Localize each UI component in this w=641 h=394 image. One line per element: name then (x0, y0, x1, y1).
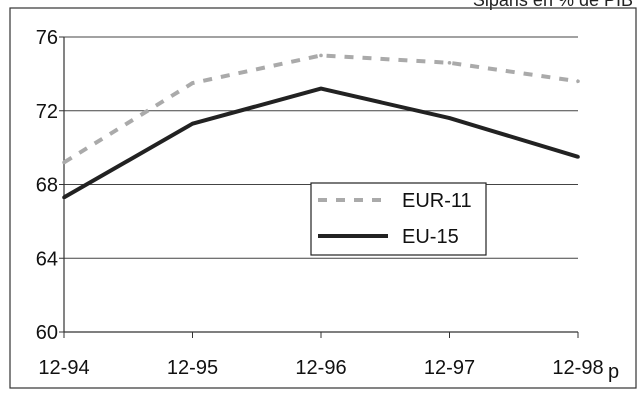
y-tick-label-60: 60 (36, 322, 58, 344)
legend-box (310, 182, 487, 256)
legend: EUR-11 EU-15 (310, 182, 487, 256)
x-tick-label-12-97: 12-97 (424, 357, 475, 379)
chart-frame (9, 7, 637, 389)
data-point-eu-15-12-98 (576, 155, 580, 159)
y-tick-label-72: 72 (36, 101, 58, 123)
data-point-eu-15-12-95 (190, 121, 195, 126)
legend-label-eur-11: EUR-11 (402, 190, 472, 212)
data-point-eur-11-12-96 (319, 53, 323, 58)
y-tick-label-68: 68 (36, 175, 58, 197)
x-tick-label-12-98: 12-98 (552, 357, 603, 379)
legend-label-eu-15: EU-15 (402, 226, 459, 248)
data-point-eur-11-12-97 (447, 61, 452, 65)
series-lines (62, 53, 580, 200)
data-point-eu-15-12-96 (319, 86, 323, 91)
x-tick-label-12-95: 12-95 (167, 357, 218, 379)
x-tick-label-12-94: 12-94 (38, 357, 89, 379)
chart-caption: Siparis en % de PIB (472, 0, 633, 10)
y-tick-label-64: 64 (36, 248, 58, 270)
x-tick-label-12-96: 12-96 (295, 357, 346, 379)
data-point-eur-11-12-94 (62, 160, 66, 165)
y-tick-label-76: 76 (36, 27, 58, 49)
data-point-eu-15-12-94 (62, 195, 66, 200)
series-line-eu-15 (63, 86, 579, 200)
data-point-eur-11-12-95 (190, 81, 195, 85)
y-axis: 60 64 68 72 76 (36, 27, 65, 344)
x-tick-suffix: p (608, 361, 619, 383)
data-point-eu-15-12-97 (447, 116, 452, 120)
data-point-eur-11-12-98 (576, 79, 580, 84)
series-line-eur-11 (62, 53, 579, 165)
x-axis: 12-94 12-95 12-96 12-97 12-98 p (38, 331, 619, 383)
